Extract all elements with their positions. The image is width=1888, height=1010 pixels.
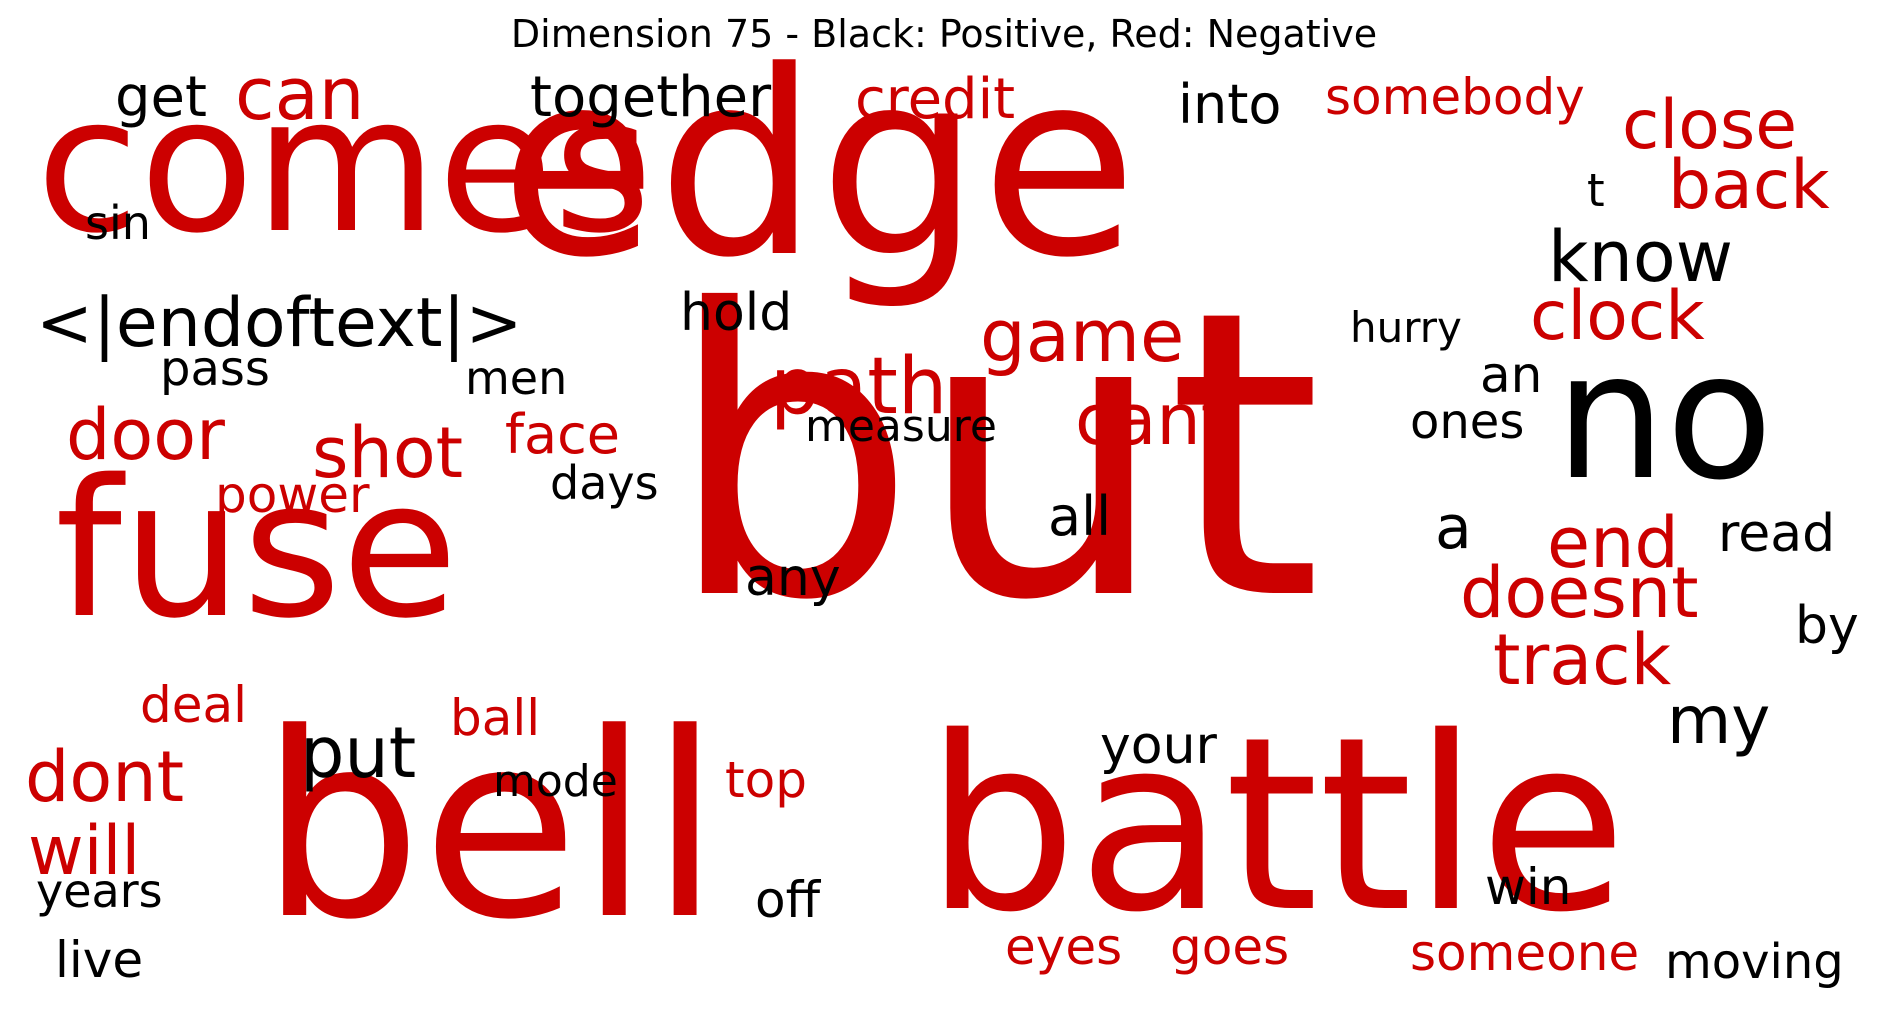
word-any: any [745,548,841,608]
word-ball: ball [450,689,541,747]
word-track: track [1493,619,1672,701]
figure-title: Dimension 75 - Black: Positive, Red: Neg… [510,12,1378,56]
word-your: your [1100,716,1217,776]
word-will: will [28,812,141,891]
word-but: but [666,227,1322,687]
word-all: all [1048,485,1112,548]
word-an: an [1480,346,1543,404]
word-close: close [1622,86,1798,165]
word-together: together [530,65,772,130]
word-somebody: somebody [1325,68,1585,126]
word-deal: deal [140,676,248,734]
word-pass: pass [160,341,270,397]
word-ones: ones [1410,394,1525,450]
word-edge: edge [500,17,1138,314]
word-off: off [755,871,821,929]
word-days: days [550,456,659,510]
word-live: live [55,931,144,989]
word-sin: sin [85,196,151,250]
word-by: by [1795,596,1859,656]
word-path: path [770,342,948,432]
word-clock: clock [1530,277,1705,356]
word-back: back [1668,146,1830,225]
word-men: men [465,351,568,405]
word-top: top [725,751,807,809]
word-cant: cant [1075,379,1229,461]
word-moving: moving [1665,934,1844,990]
word-power: power [215,466,370,524]
word-a: a [1435,493,1472,563]
word-bell: bell [260,679,721,976]
word-comes: comes [36,56,652,275]
word-doesnt: doesnt [1460,552,1699,634]
word-measure: measure [805,401,997,452]
word-goes: goes [1170,918,1290,976]
word-endoftext: <|endoftext|> [36,284,523,363]
word-hurry: hurry [1350,303,1462,352]
word-hold: hold [680,283,793,343]
word-eyes: eyes [1005,918,1123,976]
word-dont: dont [25,736,185,818]
word-battle: battle [925,685,1627,965]
word-can: can [235,52,365,136]
word-face: face [505,403,621,466]
word-win: win [1485,858,1572,916]
word-mode: mode [493,756,618,807]
word-game: game [980,294,1185,378]
word-into: into [1178,73,1282,136]
word-get: get [115,65,207,130]
word-shot: shot [312,412,464,494]
word-t: t [1587,164,1605,217]
word-someone: someone [1410,924,1640,982]
word-know: know [1548,216,1733,298]
word-fuse: fuse [55,439,459,660]
word-read: read [1718,504,1836,564]
word-end: end [1547,502,1679,584]
word-credit: credit [855,67,1016,132]
word-my: my [1667,682,1771,759]
word-no: no [1555,316,1773,519]
word-years: years [36,864,163,918]
word-door: door [66,394,225,476]
word-put: put [300,712,417,794]
